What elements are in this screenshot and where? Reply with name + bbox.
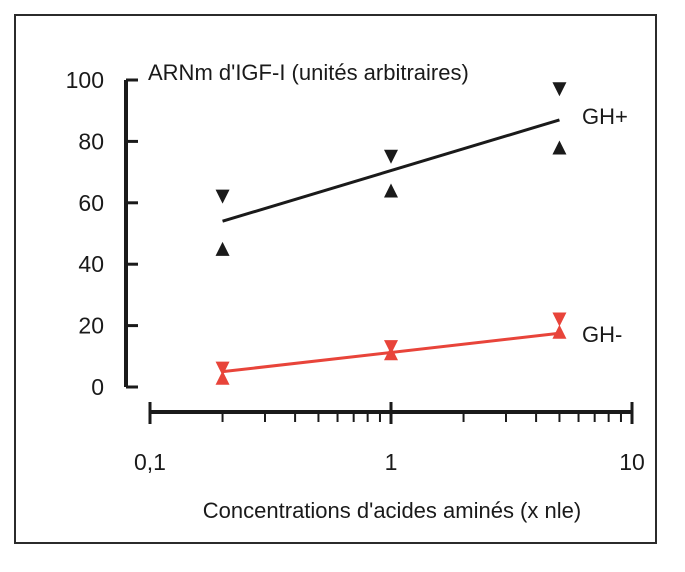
x-tick-label: 10	[619, 449, 645, 475]
chart-frame	[14, 14, 657, 544]
y-tick-label: 40	[78, 251, 104, 277]
data-point-triangle-down	[552, 312, 567, 327]
x-axis: 0,1 1 10	[134, 402, 645, 475]
y-tick-label: 80	[78, 128, 104, 154]
series-label-gh-minus: GH-	[582, 322, 622, 347]
data-point-triangle-up	[384, 183, 398, 198]
data-point-triangle-up	[384, 346, 398, 361]
data-point-triangle-up	[215, 370, 230, 385]
data-point-triangle-down	[215, 361, 230, 376]
y-tick-label: 60	[78, 190, 104, 216]
data-point-triangle-down	[552, 82, 567, 97]
data-point-triangle-up	[215, 241, 230, 256]
data-point-triangle-down	[215, 189, 230, 204]
y-tick-label: 0	[91, 374, 104, 400]
y-axis: 0 20 40 60 80 100	[66, 67, 138, 400]
fit-line-gh-plus	[222, 118, 560, 223]
data-point-triangle-up	[552, 140, 567, 155]
x-tick-label: 1	[385, 449, 398, 475]
x-axis-label: Concentrations d'acides aminés (x nle)	[203, 498, 581, 523]
data-markers	[215, 82, 567, 385]
y-tick-label: 20	[78, 313, 104, 339]
y-tick-label: 100	[66, 67, 104, 93]
chart-title: ARNm d'IGF-I (unités arbitraires)	[148, 60, 469, 85]
x-tick-label: 0,1	[134, 449, 166, 475]
data-point-triangle-down	[384, 149, 398, 164]
data-point-triangle-up	[552, 324, 567, 339]
series-label-gh-plus: GH+	[582, 104, 628, 129]
